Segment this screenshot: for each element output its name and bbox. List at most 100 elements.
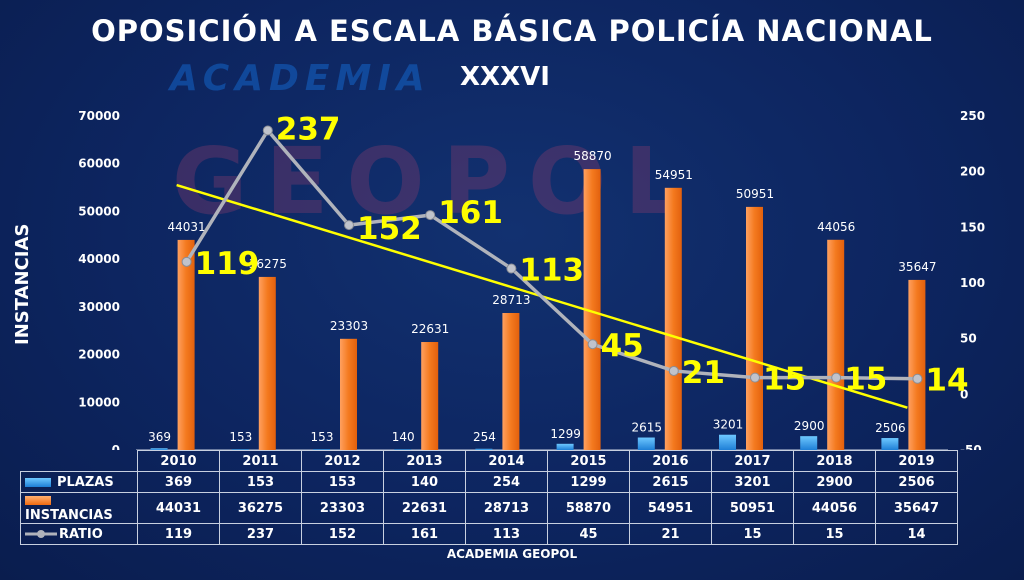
table-cell: 14	[875, 523, 958, 545]
table-header-row: 2010 2011 2012 2013 2014 2015 2016 2017 …	[21, 450, 958, 472]
ratio-label: 14	[925, 363, 968, 399]
bar-label-plazas: 1299	[550, 427, 581, 441]
table-year: 2014	[465, 450, 548, 472]
table-cell: 113	[465, 523, 548, 545]
table-cell: 50951	[711, 492, 794, 524]
legend-label: RATIO	[59, 526, 103, 542]
ratio-point	[750, 372, 760, 383]
bar-instancias	[421, 342, 439, 450]
table-cell: 2900	[793, 471, 876, 493]
bar-plazas	[637, 437, 655, 450]
ratio-point	[912, 373, 923, 384]
bar-instancias	[908, 279, 926, 450]
table-corner	[21, 451, 138, 472]
ratio-label: 15	[763, 362, 806, 398]
y-tick-label: 10000	[78, 395, 120, 409]
ratio-label: 119	[195, 246, 260, 282]
bar-plazas	[556, 443, 574, 450]
ratio-label: 45	[601, 328, 644, 364]
bar-instancias	[177, 239, 195, 450]
table-cell: 161	[383, 523, 466, 545]
table-cell: 58870	[547, 492, 630, 524]
table-cell: 1299	[547, 471, 630, 493]
bar-instancias	[664, 187, 682, 450]
bar-label-plazas: 2900	[794, 419, 825, 433]
bar-label-instancias: 44056	[817, 220, 855, 234]
ratio-point	[587, 339, 598, 350]
bar-instancias	[583, 169, 601, 450]
chart-subtitle: XXXVI	[460, 62, 550, 92]
bar-instancias	[258, 276, 276, 450]
bar-label-instancias: 23303	[330, 319, 368, 333]
ratio-label: 161	[438, 195, 503, 231]
legend-label: INSTANCIAS	[25, 508, 113, 523]
bar-label-instancias: 35647	[898, 260, 936, 274]
table-cell: 152	[301, 523, 384, 545]
ratio-point	[262, 125, 273, 136]
table-year: 2017	[711, 450, 794, 472]
table-cell: 153	[301, 471, 384, 493]
table-year: 2015	[547, 450, 630, 472]
ratio-label: 237	[276, 111, 341, 147]
table-cell: 254	[465, 471, 548, 493]
ratio-label: 152	[357, 211, 422, 247]
table-cell: 54951	[629, 492, 712, 524]
bar-plazas	[800, 436, 818, 450]
y-tick-label: 70000	[78, 109, 120, 123]
table-row-plazas: PLAZAS 369 153 153 140 254 1299 2615 320…	[20, 471, 958, 493]
bar-instancias	[340, 338, 357, 450]
bar-instancias	[827, 239, 845, 450]
table-year: 2013	[383, 450, 466, 472]
bar-instancias	[502, 312, 520, 450]
table-cell: 119	[137, 523, 220, 545]
bar-label-plazas: 153	[229, 430, 252, 444]
bar-plazas	[394, 449, 412, 450]
bar-label-instancias: 58870	[574, 149, 612, 163]
table-year: 2010	[137, 450, 220, 472]
y-tick-label: 40000	[78, 252, 120, 266]
table-year: 2016	[629, 450, 712, 472]
table-cell: 44031	[137, 492, 220, 524]
table-cell: 369	[137, 471, 220, 493]
y2-tick-label: 200	[960, 165, 985, 179]
bar-label-instancias: 28713	[492, 293, 530, 307]
bar-label-instancias: 36275	[249, 257, 287, 271]
table-year: 2011	[219, 450, 302, 472]
bar-instancias	[746, 206, 763, 450]
table-row-ratio: RATIO 119 237 152 161 113 45 21 15 15 14	[20, 523, 958, 545]
table-cell: 44056	[793, 492, 876, 524]
chart-title: OPOSICIÓN A ESCALA BÁSICA POLICÍA NACION…	[91, 14, 933, 48]
ratio-point	[344, 220, 354, 231]
y2-tick-label: 50	[960, 332, 977, 346]
bar-label-instancias: 54951	[655, 168, 693, 182]
table-cell: 2506	[875, 471, 958, 493]
ratio-point	[668, 365, 679, 376]
table-cell: 3201	[711, 471, 794, 493]
ratio-point	[425, 210, 436, 221]
data-table: 2010 2011 2012 2013 2014 2015 2016 2017 …	[20, 450, 958, 545]
y2-tick-label: -50	[960, 443, 982, 450]
bar-label-instancias: 50951	[736, 187, 774, 201]
table-row-instancias: INSTANCIAS 44031 36275 23303 22631 28713…	[20, 492, 958, 524]
bar-label-instancias: 44031	[168, 220, 206, 234]
ratio-point	[181, 256, 192, 267]
table-cell: 237	[219, 523, 302, 545]
bar-plazas	[881, 438, 899, 450]
watermark-academia: ACADEMIA	[170, 58, 431, 99]
ratio-point	[506, 263, 517, 274]
ratio-label: 21	[682, 355, 725, 391]
table-year: 2012	[301, 450, 384, 472]
bar-plazas	[231, 449, 249, 450]
y-tick-label: 0	[112, 443, 120, 450]
legend-label: PLAZAS	[57, 474, 114, 490]
table-cell: 21	[629, 523, 712, 545]
y2-tick-label: 150	[960, 220, 985, 234]
table-cell: 140	[383, 471, 466, 493]
bar-plazas	[475, 448, 493, 450]
legend-ratio: RATIO	[20, 523, 138, 545]
ratio-label: 15	[844, 362, 887, 398]
y-tick-label: 50000	[78, 204, 120, 218]
bar-label-plazas: 254	[473, 430, 496, 444]
legend-key-ratio	[25, 530, 57, 538]
bar-label-plazas: 2615	[632, 421, 663, 435]
